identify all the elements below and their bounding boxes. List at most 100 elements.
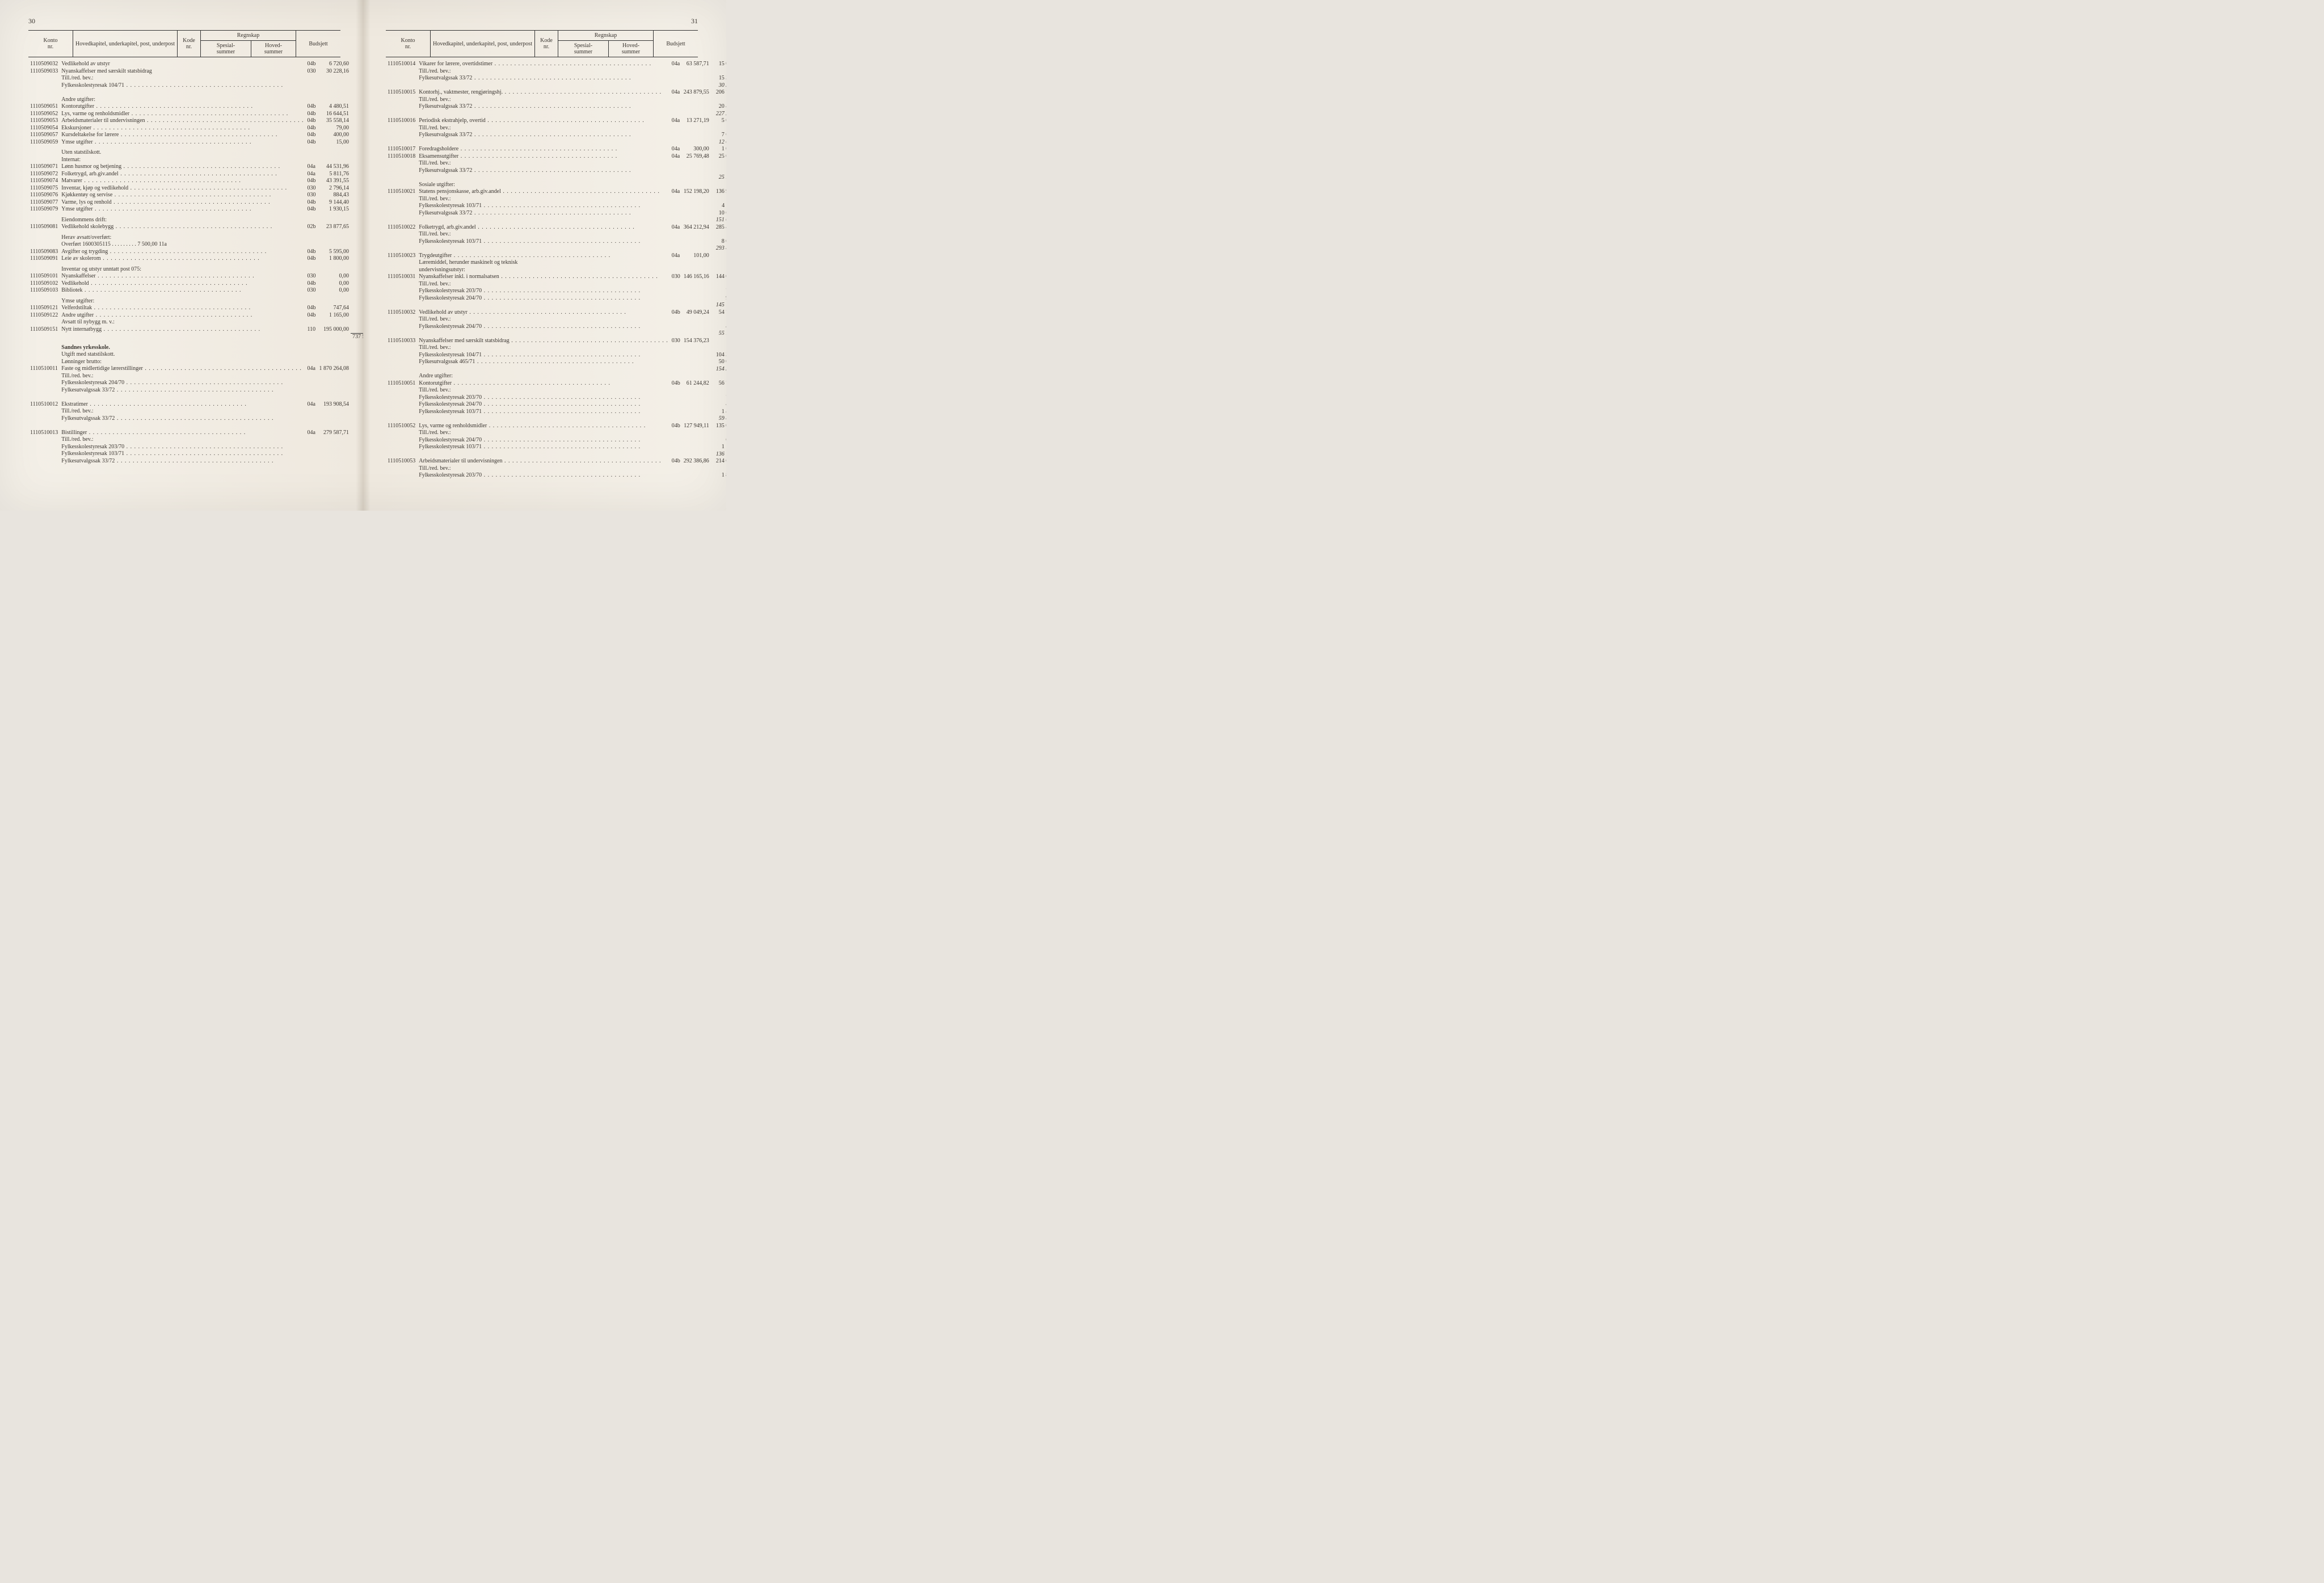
- table-row: 30 000: [28, 89, 363, 96]
- table-row: Ymse utgifter:: [28, 298, 363, 305]
- table-row: Till./red. bev.:: [386, 196, 726, 203]
- table-row: 1110509051Kontorutgifter04b4 480,514 830: [28, 103, 363, 111]
- table-row: 1110510031Nyanskaffelser inkl. i normals…: [386, 273, 726, 281]
- table-row: Fylkesskolestyresak 203/70747: [386, 288, 726, 295]
- table-row: Till./red. bev.:: [386, 231, 726, 238]
- table-row: 1110510022Folketrygd, arb.giv.andel04a36…: [386, 224, 726, 231]
- table-row: Till./red. bev.:: [386, 125, 726, 132]
- table-row: 293 480: [386, 245, 726, 252]
- table-row: Till./red. bev.:: [28, 75, 363, 82]
- table-row: Fylkesskolestyresak 104/71104 300: [386, 352, 726, 359]
- h-bud: Budsjett: [654, 31, 698, 57]
- table-row: 1110510051Kontorutgifter04b61 244,8256 7…: [386, 380, 726, 388]
- table-row: 1110509076Kjøkkentøy og servise030884,43…: [28, 192, 363, 199]
- table-row: Fylkesutvalgssak 33/72125: [386, 167, 726, 175]
- table-row: Fylkesskolestyresak 104/7130 000: [28, 82, 363, 90]
- table-body-left: 1110509032Vedlikehold av utstyr04b6 720,…: [28, 61, 363, 472]
- table-row: Fylkesutvalgssak 33/72176 121: [28, 387, 363, 394]
- h-hsum: Hoved-summer: [609, 41, 654, 57]
- h-spes: Spesial-summer: [558, 41, 609, 57]
- table-row: Fylkesskolestyresak 103/711 150: [386, 444, 726, 451]
- table-row: Herav avsatt/overført:: [28, 234, 363, 242]
- table-row: 1110510011Faste og midlertidige lærersti…: [28, 365, 363, 373]
- table-row: Fylkesskolestyresak 203/701 868: [386, 472, 726, 479]
- table-row: Fylkesutvalgssak 33/7220 418: [386, 103, 726, 111]
- table-row: 1110509083Avgifter og trygding04b5 595,0…: [28, 249, 363, 256]
- table-row: 1110509072Folketrygd, arb.giv.andel04a5 …: [28, 171, 363, 178]
- table-row: 1110509151Nytt internatbygg110195 000,00…: [28, 326, 363, 334]
- table-row: 1110509071Lønn husmor og betjening04a44 …: [28, 163, 363, 171]
- h-regn: Regnskap: [558, 31, 654, 41]
- page-left: 30 Kontonr. Hovedkapitel, underkapitel, …: [0, 0, 363, 511]
- table-row: Fylkesutvalgssak 33/7265 295: [28, 415, 363, 423]
- table-row: 151 697: [386, 217, 726, 224]
- table-row: Fylkesskolestyresak 204/70420: [386, 323, 726, 331]
- table-row: 1110509074Matvarer04b43 391,5560 000: [28, 178, 363, 185]
- table-row: 12 654: [386, 139, 726, 146]
- table-row: Andre utgifter:: [386, 373, 726, 380]
- table-row: Fylkesskolestyresak 103/7161 820: [28, 451, 363, 458]
- table-row: Fylkesutvalgssak 33/7210 617: [386, 210, 726, 217]
- table-row: Till./red. bev.:: [386, 160, 726, 167]
- table-row: 25 125: [386, 174, 726, 182]
- table-row: 737 526,92764 270: [28, 334, 363, 341]
- table-row: 1110509077Varme, lys og renhold04b9 144,…: [28, 199, 363, 207]
- table-row: 55 170: [386, 330, 726, 338]
- table-row: 1110509091Leie av skolerom04b1 800,001 6…: [28, 255, 363, 263]
- h-konto: Kontonr.: [386, 31, 431, 57]
- table-row: 1110509059Ymse utgifter04b15,00500: [28, 139, 363, 146]
- table-row: Fylkesskolestyresak 204/70450: [386, 401, 726, 409]
- table-row: 1110509052Lys, varme og renholdsmidler04…: [28, 111, 363, 118]
- table-row: Andre utgifter:: [28, 96, 363, 104]
- table-row: Inventar og utstyr unntatt post 075:: [28, 266, 363, 273]
- table-row: 30 346: [386, 82, 726, 90]
- table-row: Lønninger brutto:: [28, 359, 363, 366]
- table-row: Eiendommens drift:: [28, 217, 363, 224]
- page-number-left: 30: [28, 17, 340, 26]
- table-row: Till./red. bev.:: [28, 436, 363, 444]
- table-row: undervisningsutstyr:: [386, 267, 726, 274]
- table-row: 145 729: [386, 302, 726, 309]
- table-row: 1110509101Nyanskaffelser0300,002 000: [28, 273, 363, 280]
- table-row: Avsatt til nybygg m. v.:: [28, 319, 363, 326]
- table-row: 1110510013Bistillinger04a279 587,71337 2…: [28, 430, 363, 437]
- table-row: 1110510017Foredragsholdere04a300,001 000: [386, 146, 726, 153]
- table-row: Uten statstilskott.: [28, 149, 363, 157]
- table-row: 1110509121Velferdstiltak04b747,641 050: [28, 305, 363, 312]
- table-row: Till./red. bev.:: [386, 68, 726, 75]
- table-row: Fylkesutvalgssak 33/7215 346: [386, 75, 726, 82]
- table-row: 1110509081Vedlikehold skolebygg02b23 877…: [28, 224, 363, 231]
- table-row: 1110509122Andre utgifter04b1 165,00800: [28, 312, 363, 319]
- h-konto: Kontonr.: [28, 31, 73, 57]
- table-row: 338 165: [28, 422, 363, 430]
- table-row: 1110509079Ymse utgifter04b1 930,153 000: [28, 206, 363, 213]
- table-row: 1110509033Nyanskaffelser med særskilt st…: [28, 68, 363, 75]
- table-row: Fylkesskolestyresak 103/714 110: [386, 203, 726, 210]
- table-row: Internat:: [28, 157, 363, 164]
- table-row: 1110510053Arbeidsmaterialer til undervis…: [386, 458, 726, 465]
- table-row: Fylkesutvalgssak 33/727 654: [386, 132, 726, 139]
- table-row: 1110510015Kontorhj., vaktmester, rengjør…: [386, 89, 726, 96]
- table-row: 1110509053Arbeidsmaterialer til undervis…: [28, 117, 363, 125]
- table-header-left: Kontonr. Hovedkapitel, underkapitel, pos…: [28, 30, 340, 57]
- table-row: 1110509057Kursdeltakelse for lærere04b40…: [28, 132, 363, 139]
- table-row: 291 153: [28, 465, 363, 472]
- table-row: 1110510014Vikarer for lærere, overtidsti…: [386, 61, 726, 68]
- table-row: Overført 1600305115 . . . . . . . . . 7 …: [28, 241, 363, 249]
- table-row: Fylkesskolestyresak 203/7030 630: [28, 444, 363, 451]
- table-row: Till./red. bev.:: [386, 281, 726, 288]
- table-row: Till./red. bev.:: [386, 430, 726, 437]
- table-row: 136 750: [386, 451, 726, 458]
- h-spes: Spesial-summer: [201, 41, 251, 57]
- table-row: 1110509054Ekskursjoner04b79,001 050: [28, 125, 363, 132]
- table-row: Sandnes yrkesskole.: [28, 344, 363, 352]
- table-row: Fylkesutvalgssak 465/7150 000: [386, 359, 726, 366]
- page-number-right: 31: [386, 17, 698, 26]
- table-header-right: Kontonr. Hovedkapitel, underkapitel, pos…: [386, 30, 698, 57]
- table-row: Fylkesskolestyresak 103/711 480: [386, 409, 726, 416]
- table-row: 1110510016Periodisk ekstrahjelp, overtid…: [386, 117, 726, 125]
- table-row: 1110509032Vedlikehold av utstyr04b6 720,…: [28, 61, 363, 68]
- table-row: 1110509075Inventar, kjøp og vedlikehold0…: [28, 185, 363, 192]
- table-row: 1110510033Nyanskaffelser med særskilt st…: [386, 338, 726, 345]
- table-row: 1110509102Vedlikehold04b0,001 000: [28, 280, 363, 288]
